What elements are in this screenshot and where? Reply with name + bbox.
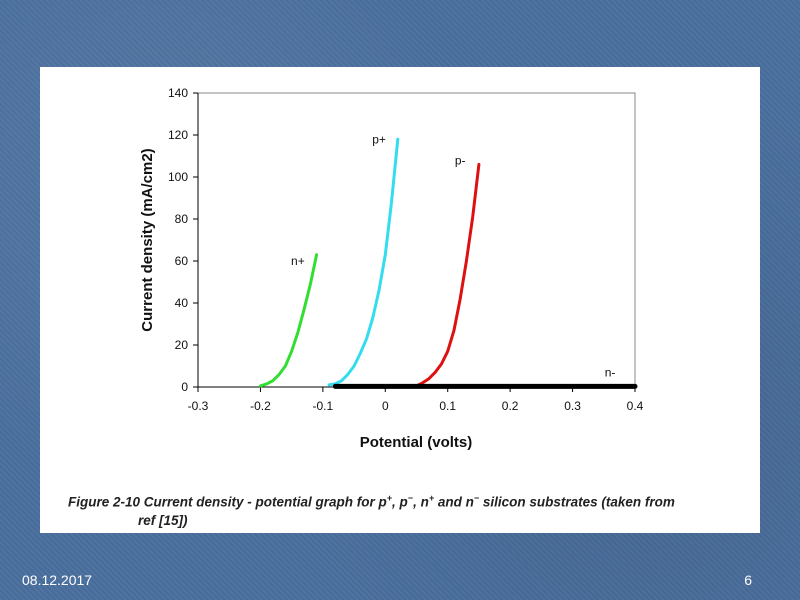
caption-sup-4: − [473,493,480,503]
slide-date: 08.12.2017 [22,572,93,588]
slide-page-number: 6 [744,572,752,588]
chart: 0 20 40 60 80 100 120 140 -0.3 -0.2 -0.1 0 0.1 0.2 0.3… [139,86,644,451]
x-tick-label: 0.3 [564,399,581,413]
caption-sup-2: − [407,493,414,503]
axes: 0 20 40 60 80 100 120 140 -0.3 -0.2 -0.1 0 0.1 0.2 0.3… [168,86,644,413]
series-annotation: p+ [372,132,386,146]
caption-mid-3: and n [434,494,474,510]
y-tick-label: 20 [175,338,189,352]
series-line-p-plus [327,137,400,387]
caption-sup-3: + [428,493,435,503]
caption-mid-2: , n [413,494,429,510]
x-tick-label: 0 [382,399,389,413]
x-tick-label: 0.4 [627,399,644,413]
caption-mid-1: , p [392,494,408,510]
y-axis-label: Current density (mA/cm2) [139,148,156,331]
x-tick-label: -0.2 [250,399,271,413]
x-tick-label: -0.1 [313,399,334,413]
y-tick-label: 120 [168,128,188,142]
caption-line-2: ref [15]) [138,512,188,528]
caption-prefix: Figure 2-10 Current density - potential … [68,494,387,510]
caption-sup-1: + [386,493,393,503]
series-annotation: n+ [291,254,305,268]
annotations-group: n+ p+ p-n- [291,132,615,379]
caption-suffix: silicon substrates (taken from [479,494,675,510]
series-line-p-minus [415,162,481,388]
series-annotation: p- [455,153,466,167]
y-tick-label: 40 [175,296,189,310]
x-axis-label: Potential (volts) [360,434,473,451]
figure-caption: Figure 2-10 Current density - potential … [68,489,748,530]
x-tick-label: 0.1 [439,399,456,413]
y-tick-label: 60 [175,254,189,268]
series-group [258,137,638,389]
x-tick-label: 0.2 [502,399,519,413]
series-line-n-plus [258,253,319,388]
plot-border [197,92,636,388]
series-annotation: n- [605,366,616,380]
y-tick-label: 100 [168,170,188,184]
y-tick-label: 80 [175,212,189,226]
figure-panel: 0 20 40 60 80 100 120 140 -0.3 -0.2 -0.1 0 0.1 0.2 0.3… [40,67,760,533]
y-tick-label: 140 [168,86,188,100]
x-tick-label: -0.3 [188,399,209,413]
y-tick-label: 0 [181,380,188,394]
